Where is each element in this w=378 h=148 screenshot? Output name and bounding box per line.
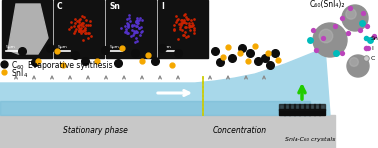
- Polygon shape: [0, 48, 330, 115]
- Text: Sn: Sn: [109, 2, 120, 11]
- Text: SnI₄-C₆₀ crystals: SnI₄-C₆₀ crystals: [285, 137, 335, 142]
- Bar: [158, 0, 208, 58]
- Text: 5μm: 5μm: [58, 45, 68, 49]
- Polygon shape: [8, 4, 48, 54]
- Bar: [106, 0, 156, 58]
- Bar: [0, 115, 335, 148]
- Text: $\mathregular{C_{60}}$: $\mathregular{C_{60}}$: [11, 60, 25, 72]
- Text: 5μm: 5μm: [162, 45, 172, 49]
- Bar: [0, 101, 310, 115]
- Circle shape: [350, 58, 358, 66]
- Bar: [54, 0, 104, 58]
- Text: Sn: Sn: [371, 37, 378, 41]
- Text: $\mathregular{SnI_4}$: $\mathregular{SnI_4}$: [11, 68, 28, 80]
- Circle shape: [319, 29, 333, 43]
- Circle shape: [347, 55, 369, 77]
- Text: C: C: [57, 2, 63, 11]
- Text: I: I: [371, 46, 373, 52]
- Text: 5μm: 5μm: [110, 45, 120, 49]
- Circle shape: [342, 5, 368, 31]
- Text: Evaporative synthesis: Evaporative synthesis: [28, 62, 113, 70]
- Text: C₆₀(SnI₄)₂: C₆₀(SnI₄)₂: [310, 0, 345, 9]
- Text: 5μm: 5μm: [6, 45, 16, 49]
- Bar: [2, 0, 52, 58]
- Text: C: C: [371, 57, 375, 62]
- Circle shape: [346, 9, 356, 19]
- Text: I: I: [161, 2, 164, 11]
- Text: Concentration: Concentration: [213, 126, 267, 135]
- Circle shape: [313, 23, 347, 57]
- Text: Stationary phase: Stationary phase: [63, 126, 127, 135]
